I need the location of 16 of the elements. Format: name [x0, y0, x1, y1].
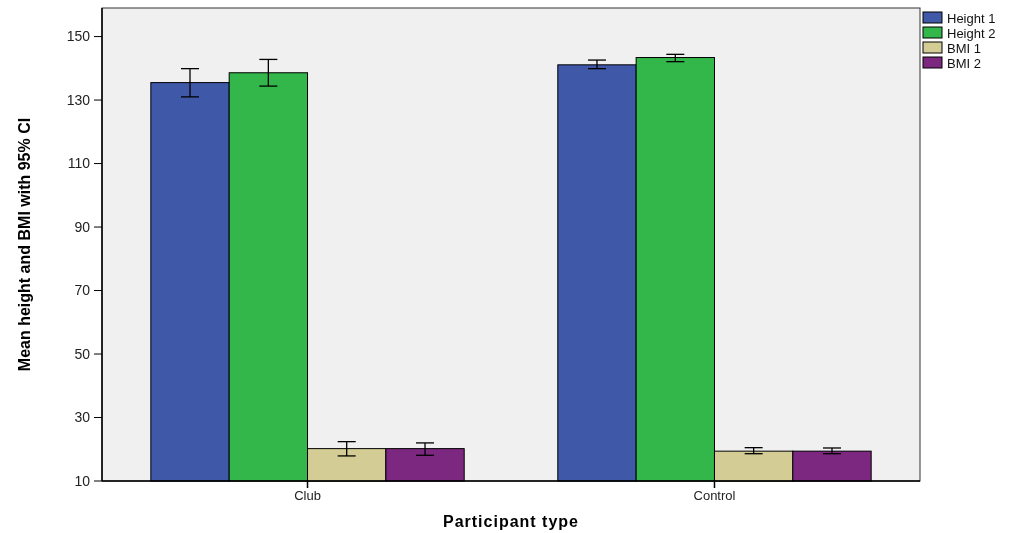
legend-label: Height 1 [947, 10, 996, 26]
y-tick-label: 70 [74, 282, 91, 299]
y-tick-label: 130 [66, 91, 91, 108]
x-axis-title: Participant type [442, 513, 580, 530]
y-tick-label: 110 [67, 155, 91, 172]
y-tick-label: 30 [74, 409, 91, 426]
y-tick-label: 90 [74, 218, 91, 235]
y-tick-label: 10 [74, 472, 91, 489]
x-tick-label: Club [294, 488, 321, 503]
legend-label: BMI 2 [947, 55, 981, 71]
x-tick-label: Control [693, 488, 736, 503]
y-tick-label: 50 [74, 345, 91, 362]
legend-label: BMI 1 [947, 40, 981, 56]
legend-label: Height 2 [947, 25, 996, 41]
y-axis-title: Mean height and BMI with 95% CI [16, 117, 33, 372]
y-tick-label: 150 [66, 28, 91, 45]
